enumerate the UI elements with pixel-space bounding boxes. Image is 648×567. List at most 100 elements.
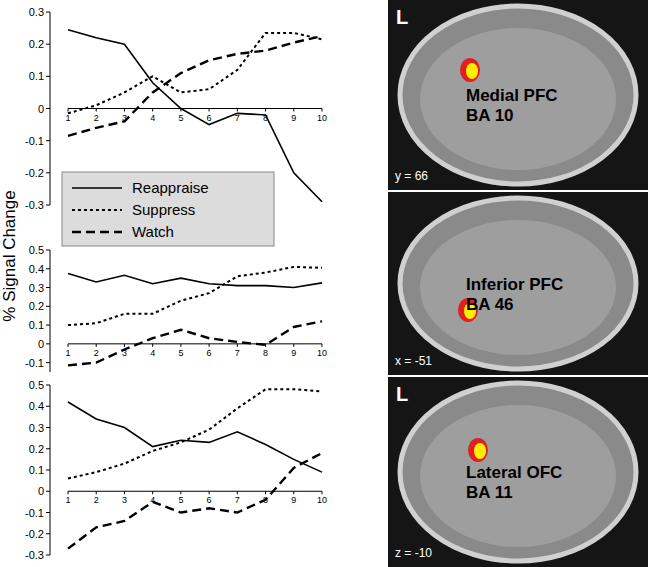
y-tick-label: -0.2 xyxy=(25,528,44,540)
y-tick-label: 0.2 xyxy=(29,300,44,312)
brain-image: LMedial PFCBA 10y = 66 xyxy=(388,0,648,190)
x-tick xyxy=(237,491,238,494)
x-tick xyxy=(152,491,153,494)
y-tick xyxy=(46,491,50,492)
y-tick-label: 0.4 xyxy=(29,400,44,412)
y-tick xyxy=(46,533,50,534)
x-tick xyxy=(209,344,210,347)
y-tick-label: 0.1 xyxy=(29,464,44,476)
area-label: BA 11 xyxy=(466,483,513,502)
slice-label: x = -51 xyxy=(395,354,432,368)
y-tick xyxy=(46,343,50,344)
x-tick xyxy=(322,344,323,347)
x-tick xyxy=(322,109,323,112)
x-tick xyxy=(68,109,69,112)
legend-swatch xyxy=(72,231,122,233)
x-tick xyxy=(293,109,294,112)
series-line xyxy=(68,389,322,478)
legend-label: Reappraise xyxy=(132,179,209,196)
y-tick-label: -0.3 xyxy=(25,549,44,561)
x-tick xyxy=(152,109,153,112)
x-tick xyxy=(293,491,294,494)
x-tick-label: 9 xyxy=(291,495,296,505)
x-tick-label: 2 xyxy=(94,113,99,123)
legend-label: Suppress xyxy=(132,201,195,218)
series-line xyxy=(68,453,322,549)
x-axis xyxy=(68,491,322,492)
y-axis-label: % Signal Change xyxy=(0,190,19,321)
brain xyxy=(420,220,616,355)
series-line xyxy=(68,36,322,136)
x-tick-label: 10 xyxy=(317,113,327,123)
y-tick-label: -0.2 xyxy=(25,167,44,179)
side-label: L xyxy=(396,6,408,28)
x-tick-label: 4 xyxy=(150,348,155,358)
x-tick xyxy=(68,344,69,347)
x-axis xyxy=(68,108,322,109)
y-tick xyxy=(46,287,50,288)
region-label: Inferior PFC xyxy=(466,275,563,294)
data-group xyxy=(68,389,322,548)
x-tick xyxy=(265,109,266,112)
slice-label: z = -10 xyxy=(395,546,432,560)
x-tick-label: 10 xyxy=(317,495,327,505)
legend: ReappraiseSuppressWatch xyxy=(62,172,274,246)
x-tick xyxy=(180,491,181,494)
y-tick-label: 0 xyxy=(38,485,44,497)
y-tick xyxy=(46,205,50,206)
x-tick-label: 4 xyxy=(150,113,155,123)
x-tick-label: 1 xyxy=(65,495,70,505)
side-label: L xyxy=(396,383,408,405)
brain-image: Inferior PFCBA 46x = -51 xyxy=(388,192,648,375)
chart-panel: -0.100.10.20.30.40.512345678910% Signal … xyxy=(0,190,327,372)
activation xyxy=(466,63,478,79)
brain xyxy=(420,405,616,547)
y-tick-label: 0.5 xyxy=(29,244,44,256)
x-tick xyxy=(96,491,97,494)
x-tick-label: 2 xyxy=(94,348,99,358)
y-tick-label: 0.2 xyxy=(29,443,44,455)
y-tick-label: -0.1 xyxy=(25,357,44,369)
activation xyxy=(460,58,480,82)
x-tick xyxy=(237,344,238,347)
x-tick-label: 5 xyxy=(178,495,183,505)
x-tick-label: 9 xyxy=(291,113,296,123)
legend-box xyxy=(62,172,274,246)
x-tick-label: 10 xyxy=(317,348,327,358)
x-tick-label: 7 xyxy=(235,348,240,358)
x-tick-label: 1 xyxy=(65,113,70,123)
x-tick-label: 6 xyxy=(207,113,212,123)
skull xyxy=(400,383,636,561)
y-tick-label: 0.1 xyxy=(29,70,44,82)
y-tick xyxy=(46,140,50,141)
skull xyxy=(400,6,636,184)
y-tick xyxy=(46,108,50,109)
data-group xyxy=(68,267,322,366)
y-tick xyxy=(46,448,50,449)
slice-label: y = 66 xyxy=(395,169,428,183)
x-tick xyxy=(293,344,294,347)
series-line xyxy=(68,321,322,365)
y-tick-label: -0.1 xyxy=(25,507,44,519)
x-tick xyxy=(152,344,153,347)
y-tick xyxy=(46,470,50,471)
x-tick-label: 9 xyxy=(291,348,296,358)
y-tick-label: 0.3 xyxy=(29,282,44,294)
legend-swatch xyxy=(72,187,122,189)
y-tick xyxy=(46,172,50,173)
x-tick xyxy=(96,344,97,347)
y-tick-label: -0.3 xyxy=(25,199,44,211)
x-tick-label: 5 xyxy=(178,348,183,358)
activation xyxy=(468,438,488,462)
series-line xyxy=(68,267,322,325)
x-tick xyxy=(209,109,210,112)
x-tick xyxy=(124,109,125,112)
y-tick xyxy=(46,427,50,428)
y-tick xyxy=(46,325,50,326)
image-bg xyxy=(388,0,648,190)
legend-swatch xyxy=(72,209,122,211)
y-tick-label: 0 xyxy=(38,338,44,350)
x-tick xyxy=(124,344,125,347)
image-bg xyxy=(388,192,648,375)
chart-panel: -0.3-0.2-0.100.10.20.30.40.512345678910 xyxy=(25,379,327,561)
